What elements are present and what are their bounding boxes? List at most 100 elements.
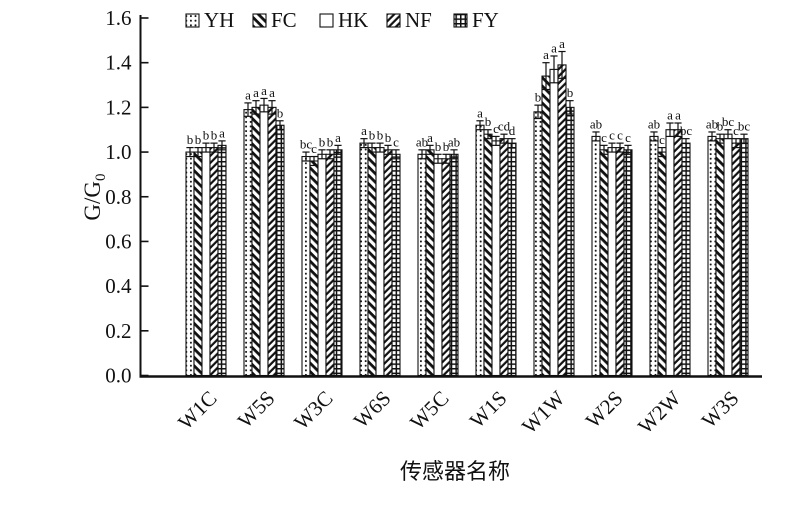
bar-FY-W2S [623,149,633,377]
y-tick-label: 0.0 [105,364,131,388]
bar-HK-W6S [375,147,385,377]
sig-letter-NF-W6S: b [385,130,392,145]
errorbar-FY-W6S [392,149,400,160]
bar-YH-W1C [185,151,195,377]
errorbar-YH-W5S [244,102,252,117]
bar-FY-W1S [507,142,517,377]
bar-HK-W5C [433,158,443,377]
errorbar-FY-W1S [508,138,516,149]
bar-FC-W3S [715,138,725,377]
errorbar-FY-W5C [450,149,458,160]
bar-YH-W5S [243,109,253,377]
x-tick-label-W6S: W6S [349,386,396,433]
sig-letter-HK-W6S: b [377,128,384,143]
errorbar-FY-W2W [682,138,690,149]
bar-HK-W1W [549,68,559,377]
sig-letter-YH-W1C: b [187,132,194,147]
sig-letter-YH-W5C: ab [416,134,428,149]
legend-item-NF: NF [386,8,432,32]
sig-letter-HK-W5C: b [435,139,442,154]
errorbar-YH-W6S [360,138,368,149]
bar-HK-W5S [259,104,269,377]
bar-HK-W3S [723,133,733,377]
legend-item-FC: FC [252,8,297,32]
bar-FC-W6S [367,147,377,377]
errorbar-FC-W2W [658,146,666,158]
y-tick-label: 0.8 [105,185,131,209]
bar-YH-W1S [475,124,485,377]
bar-FC-W5C [425,149,435,377]
sig-letter-FY-W6S: c [393,134,399,149]
x-tick-label-W3C: W3C [289,386,337,434]
errorbar-NF-W2W [674,122,682,138]
errorbar-FY-W3C [334,144,342,155]
errorbar-NF-W5C [442,153,450,164]
errorbar-NF-W5S [268,100,276,115]
errorbar-YH-W1S [476,120,484,131]
bar-HK-W2W [665,129,675,377]
bar-FC-W3C [309,160,319,377]
legend-label-NF: NF [405,8,432,32]
bar-FY-W6S [391,153,401,377]
sig-letter-NF-W2S: c [617,128,623,143]
sig-letter-HK-W1W: a [551,40,557,55]
sig-letter-HK-W2S: c [609,128,615,143]
sig-letter-FY-W5S: b [277,105,284,120]
bar-NF-W2W [673,129,683,377]
legend-swatch-FY [453,13,468,28]
errorbar-HK-W3C [318,149,326,160]
bar-FY-W1W [565,106,575,377]
bar-NF-W1S [499,138,509,377]
bar-YH-W3S [707,135,717,377]
errorbar-FC-W3S [716,133,724,144]
x-axis-title: 传感器名称 [400,459,510,484]
errorbar-YH-W1W [534,104,542,120]
sig-letter-NF-W5S: a [269,85,275,100]
legend-swatch-FC [252,13,267,28]
bar-FC-W2W [657,151,667,377]
bar-NF-W5C [441,158,451,377]
sig-letter-NF-W1S: cd [498,119,511,134]
errorbar-NF-W3S [732,138,740,149]
errorbar-YH-W2W [650,131,658,142]
errorbar-FY-W1W [566,100,574,115]
bar-NF-W3S [731,142,741,377]
errorbar-FY-W3S [740,133,748,144]
sig-letter-FC-W1W: a [543,47,549,62]
errorbar-HK-W5C [434,153,442,164]
sig-letter-FC-W1C: b [195,132,202,147]
sig-letter-FY-W2S: c [625,130,631,145]
bar-YH-W3C [301,155,311,377]
errorbar-YH-W1C [186,146,194,158]
errorbar-FC-W2S [600,144,608,155]
sig-letter-YH-W1W: b [535,90,542,105]
bar-FC-W2S [599,149,609,377]
sig-letter-HK-W1S: c [493,121,499,136]
sig-letter-FY-W5C: ab [448,134,460,149]
sig-letter-YH-W6S: a [361,123,367,138]
sig-letter-FY-W3C: a [335,130,341,145]
legend-label-FY: FY [472,8,499,32]
bar-FC-W1C [193,151,203,377]
y-tick-label: 1.4 [105,51,132,75]
errorbar-HK-W2S [608,142,616,153]
sig-letter-HK-W3S: bc [722,114,735,129]
bar-FY-W1C [217,144,227,377]
y-tick-label: 1.0 [105,140,131,164]
bar-NF-W3C [325,153,335,377]
errorbar-YH-W5C [418,149,426,160]
bar-HK-W1C [201,147,211,377]
errorbar-FC-W5S [252,100,260,115]
bar-NF-W1W [557,64,567,377]
bar-YH-W6S [359,142,369,377]
sig-letter-FC-W6S: b [369,128,376,143]
bar-YH-W2W [649,135,659,377]
errorbar-FY-W5S [276,120,284,131]
sig-letter-FC-W3S: b [717,119,724,134]
errorbar-NF-W2S [616,142,624,153]
sig-letter-FY-W1C: a [219,125,225,140]
bar-FC-W1S [483,133,493,377]
errorbar-HK-W5S [260,97,268,113]
